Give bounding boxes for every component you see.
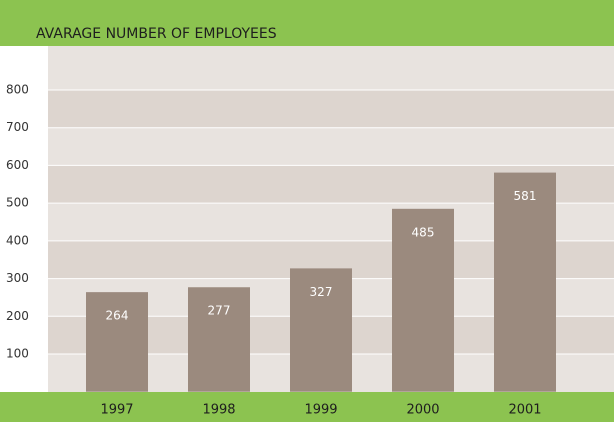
chart-title: AVARAGE NUMBER OF EMPLOYEES: [36, 26, 277, 42]
y-tick-label: 100: [6, 346, 29, 360]
x-tick-label: 2001: [508, 403, 541, 418]
bar: [392, 208, 454, 392]
value-label: 581: [514, 189, 537, 203]
value-label: 264: [106, 309, 129, 323]
axis-band: [0, 392, 614, 422]
value-label: 485: [412, 225, 435, 239]
y-tick-label: 700: [6, 120, 29, 134]
x-tick-label: 1997: [100, 403, 133, 418]
y-tick-label: 400: [6, 233, 29, 247]
y-tick-label: 800: [6, 83, 29, 97]
value-label: 327: [310, 285, 333, 299]
bar: [494, 172, 556, 392]
bar: [188, 287, 250, 392]
stripe: [48, 90, 614, 128]
x-tick-label: 1999: [304, 403, 337, 418]
x-tick-label: 2000: [406, 403, 439, 418]
x-tick-label: 1998: [202, 403, 235, 418]
bar: [290, 268, 352, 392]
y-tick-label: 300: [6, 271, 29, 285]
y-tick-label: 600: [6, 158, 29, 172]
y-tick-label: 500: [6, 196, 29, 210]
title-band: [0, 0, 614, 46]
y-tick-label: 200: [6, 309, 29, 323]
bar: [86, 292, 148, 392]
value-label: 277: [208, 304, 231, 318]
